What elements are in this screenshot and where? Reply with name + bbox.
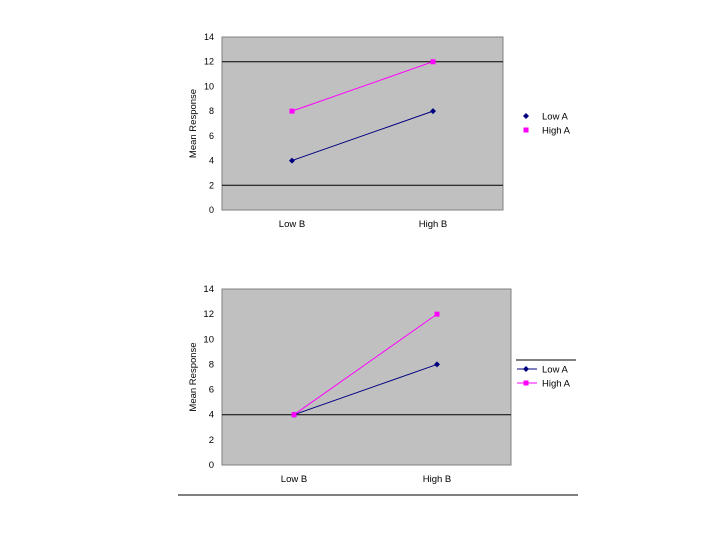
plot-area <box>221 288 512 466</box>
legend: Low A High A <box>523 112 571 137</box>
y-tick-label: 10 <box>204 81 214 91</box>
data-point <box>289 157 295 164</box>
x-tick-label: High B <box>423 474 452 485</box>
chart-2: 0 2 4 6 8 10 12 14 Mean Response Low B High B Low A… <box>178 284 578 496</box>
data-point <box>291 412 297 418</box>
y-tick-label: 12 <box>203 309 214 320</box>
y-tick-label: 8 <box>209 106 214 116</box>
plot-area <box>221 36 504 211</box>
y-tick-label: 8 <box>209 359 214 370</box>
y-tick-label: 4 <box>209 410 214 421</box>
y-tick-label: 0 <box>209 205 214 215</box>
data-point <box>430 59 436 65</box>
series-line-high-a <box>291 61 434 112</box>
y-axis-label: Mean Response <box>188 89 199 158</box>
y-tick-label: 6 <box>209 385 214 396</box>
data-point <box>434 361 440 368</box>
y-axis-label: Mean Response <box>188 342 199 411</box>
legend-marker <box>523 380 529 386</box>
y-tick-label: 14 <box>204 32 214 42</box>
y-tick-label: 0 <box>209 460 214 471</box>
data-point <box>434 311 440 317</box>
x-tick-label: Low B <box>279 219 305 230</box>
y-tick-label: 4 <box>209 156 214 166</box>
data-point <box>289 108 295 114</box>
y-tick-label: 2 <box>209 435 214 446</box>
data-point <box>430 108 436 115</box>
legend-label: High A <box>542 379 571 390</box>
chart-1: 0 2 4 6 8 10 12 14 Mean Response Low B High B Low A… <box>188 32 571 230</box>
legend: Low A High A <box>516 359 576 390</box>
y-tick-label: 2 <box>209 180 214 190</box>
legend-label: Low A <box>542 365 569 376</box>
x-tick-label: High B <box>419 219 448 230</box>
series-line-high-a <box>293 313 438 416</box>
y-tick-label: 10 <box>203 334 214 345</box>
legend-label: High A <box>542 126 571 137</box>
legend-label: Low A <box>542 112 569 123</box>
legend-marker <box>523 113 529 119</box>
x-tick-label: Low B <box>281 474 307 485</box>
series-line-low-a <box>291 110 434 162</box>
series-line-low-a <box>293 363 438 416</box>
y-tick-label: 6 <box>209 131 214 141</box>
legend-marker <box>523 127 529 133</box>
legend-marker <box>523 366 529 372</box>
y-tick-label: 14 <box>203 284 214 295</box>
y-tick-label: 12 <box>204 57 214 67</box>
